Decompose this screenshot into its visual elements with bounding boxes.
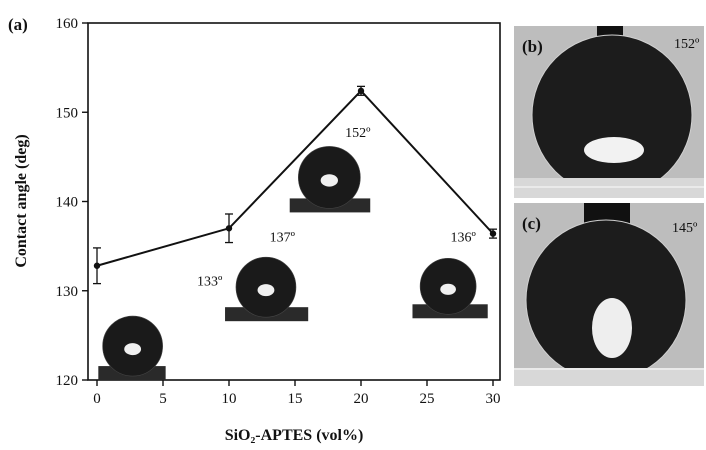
- inset-droplet-highlight: [124, 343, 142, 356]
- panel-b-label: (b): [522, 37, 543, 56]
- x-tick-label: 5: [159, 391, 167, 407]
- data-point: [225, 225, 233, 232]
- y-tick-label: 140: [56, 195, 79, 211]
- x-tick-label: 15: [288, 391, 303, 407]
- angle-label: 137º: [270, 231, 296, 246]
- contact-angle-chart: 0 5 10 15 20 25 30 120 130 140 150 160 133º 137º 152…: [8, 15, 501, 444]
- angle-annotations: 133º 137º 152º 136º: [197, 126, 476, 289]
- angle-label: 152º: [345, 126, 371, 141]
- panel-c-label: (c): [522, 214, 541, 233]
- y-tick-label: 130: [56, 284, 79, 300]
- photo-b-droplet: [531, 34, 693, 196]
- data-point: [489, 230, 497, 237]
- y-ticks: 120 130 140 150 160: [56, 16, 88, 389]
- photo-c: (c) 145º: [514, 203, 704, 386]
- droplet-insets: [98, 146, 488, 381]
- photo-b: (b) 152º: [514, 26, 704, 198]
- photo-c-angle: 145º: [672, 221, 698, 236]
- panel-a-label: (a): [8, 15, 28, 34]
- x-tick-label: 10: [222, 391, 237, 407]
- x-tick-label: 0: [93, 391, 101, 407]
- data-point: [357, 87, 365, 95]
- x-tick-label: 25: [420, 391, 435, 407]
- y-axis-label: Contact angle (deg): [13, 134, 30, 267]
- photo-c-highlight: [592, 298, 632, 358]
- angle-label: 136º: [450, 231, 476, 246]
- y-tick-label: 150: [56, 105, 79, 121]
- photo-b-angle: 152º: [674, 37, 700, 52]
- x-tick-label: 20: [354, 391, 369, 407]
- x-axis-label: SiO₂-APTES (vol%): [225, 427, 364, 444]
- y-tick-label: 160: [56, 16, 79, 32]
- photo-b-highlight: [584, 137, 644, 163]
- inset-droplet-highlight: [440, 283, 456, 295]
- y-tick-label: 120: [56, 373, 79, 389]
- series-line: [96, 89, 494, 267]
- inset-droplet-highlight: [320, 174, 338, 187]
- data-point: [93, 262, 101, 269]
- data-marks: [93, 85, 497, 285]
- photo-c-substrate: [514, 368, 704, 386]
- angle-label: 133º: [197, 274, 223, 289]
- x-tick-label: 30: [486, 391, 501, 407]
- inset-droplet-highlight: [257, 284, 275, 297]
- photo-b-substrate: [514, 178, 704, 198]
- x-ticks: 0 5 10 15 20 25 30: [93, 380, 501, 407]
